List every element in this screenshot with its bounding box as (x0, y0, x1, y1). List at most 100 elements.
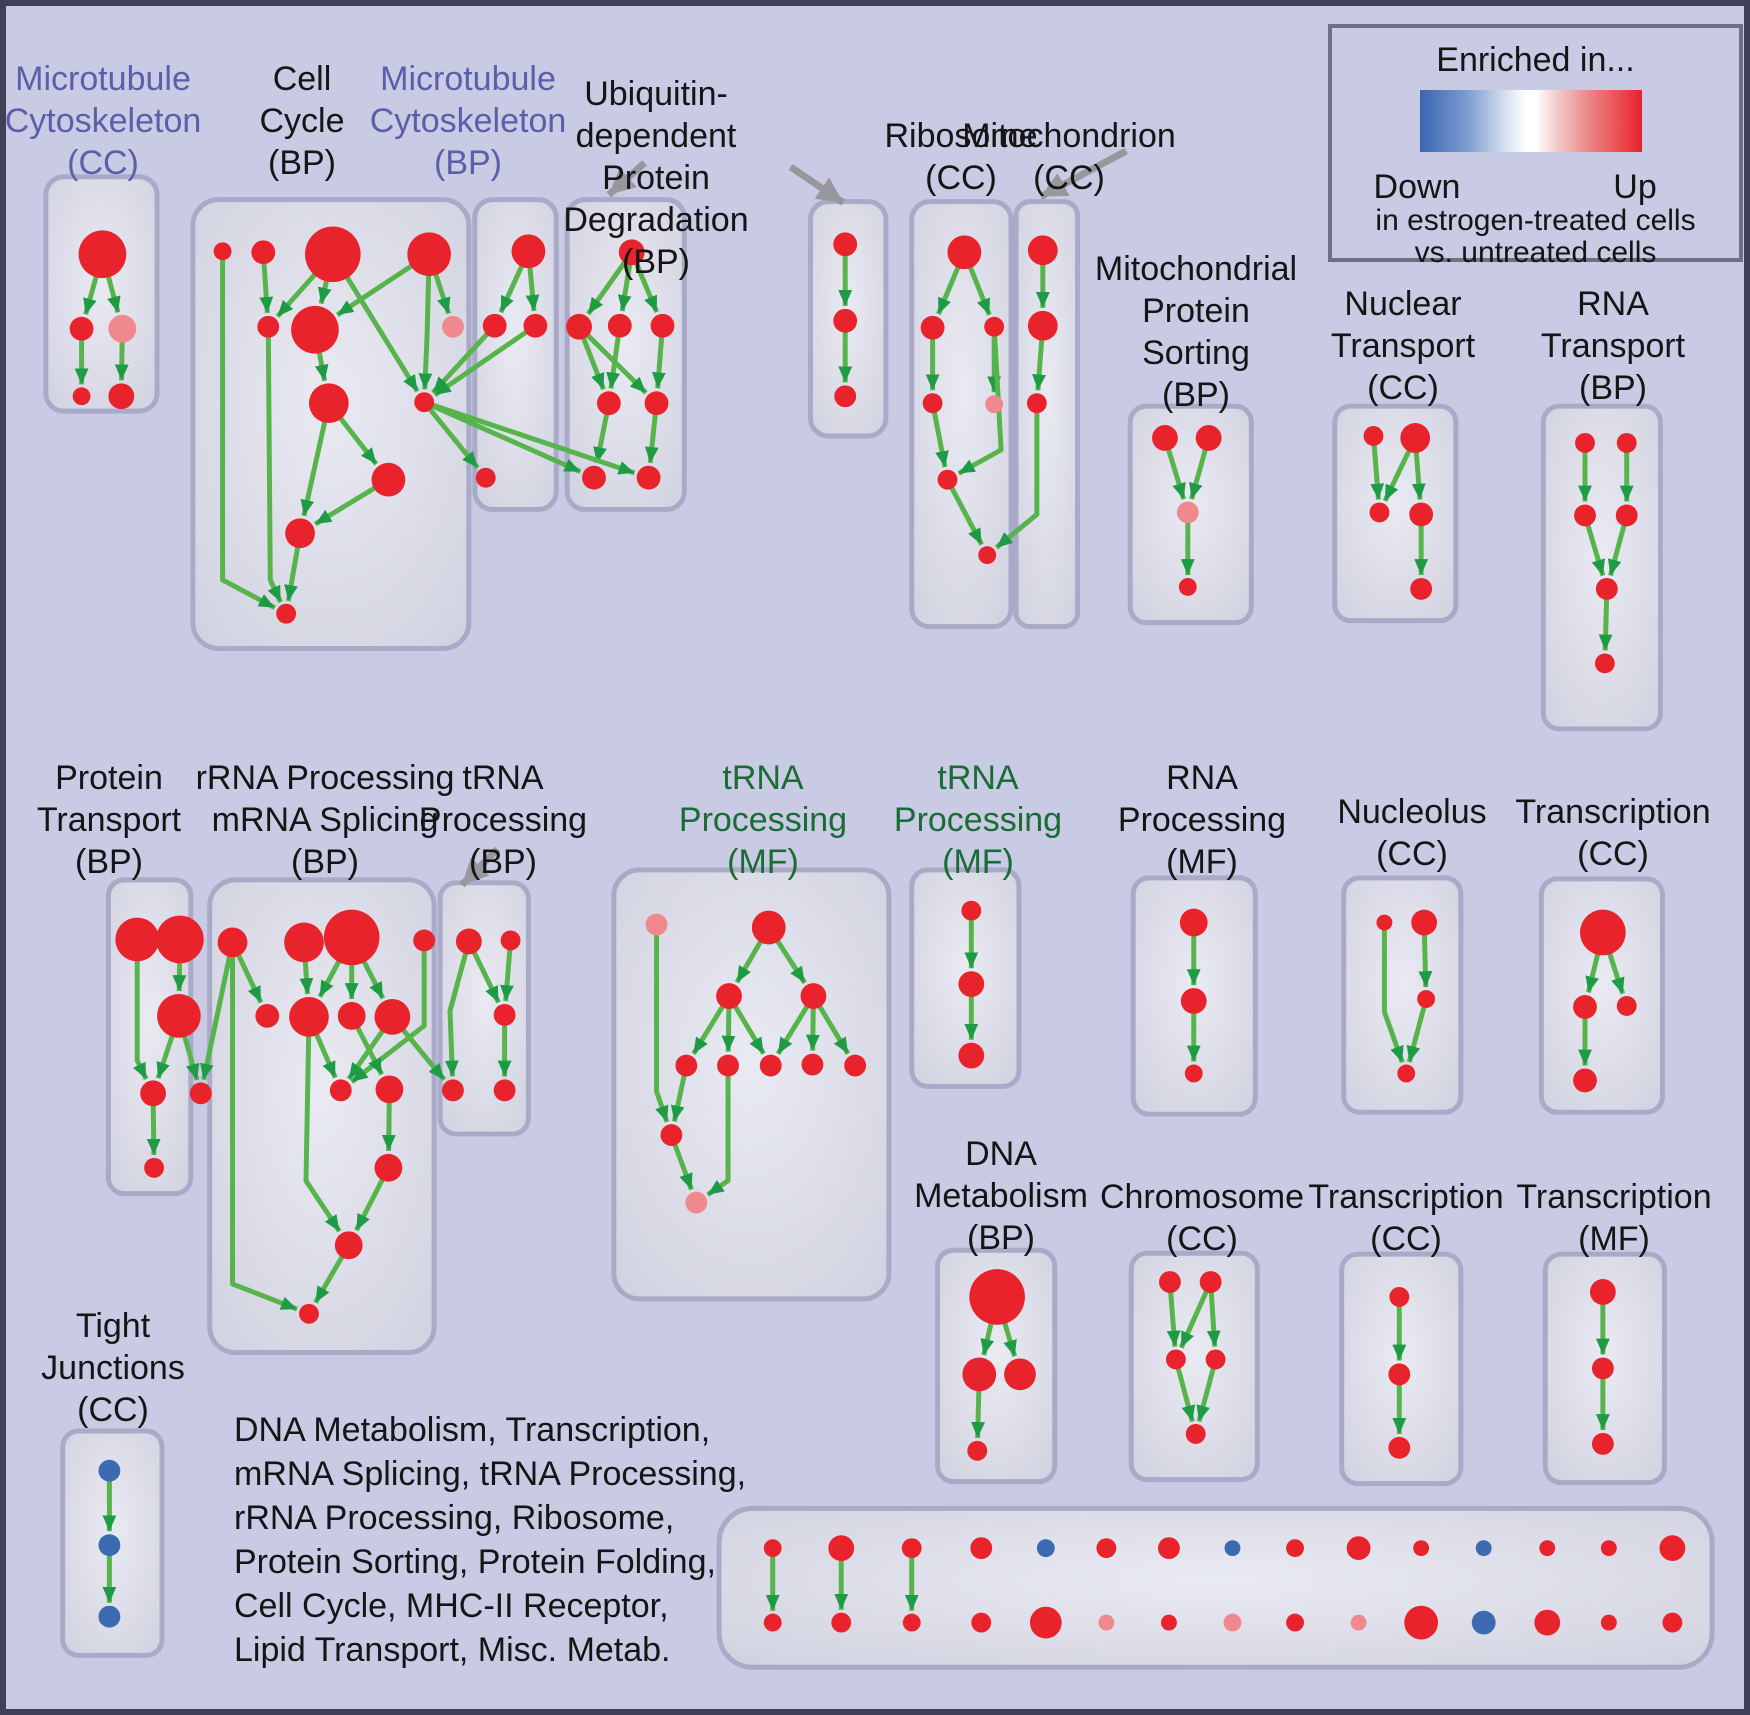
node-q4 (1397, 1064, 1416, 1083)
label-line: Transcription (1515, 793, 1711, 831)
cluster-label-rna-processing-mf: RNA Processing (MF) (1118, 757, 1286, 883)
label-line: (BP) (967, 1219, 1035, 1257)
node-o3 (958, 1042, 985, 1069)
node-f6 (937, 469, 958, 490)
cluster-label-dna-metabolism-bp: DNA Metabolism (BP) (914, 1133, 1088, 1259)
cluster-label-rrna-processing-mrna-splicing-bp: rRNA Processing mRNA Splicing (BP) (196, 757, 455, 883)
edge-l1-l13 (230, 955, 298, 1312)
node-c2 (482, 313, 507, 338)
node-f4 (922, 393, 943, 414)
node-h1 (1152, 425, 1178, 451)
label-line: (BP) (74, 843, 143, 881)
node-u2 (1388, 1363, 1411, 1386)
label-line: (MF) (942, 843, 1014, 881)
label-line: (BP) (1162, 376, 1230, 414)
node-x9t (1286, 1539, 1304, 1558)
cluster-box-chromosome-cc (1128, 1250, 1260, 1483)
node-j4 (1615, 504, 1638, 527)
node-m4 (442, 1079, 464, 1102)
node-w2 (98, 1534, 121, 1557)
edge-l6-l12 (303, 1034, 342, 1233)
node-x5t (1036, 1539, 1055, 1558)
edge-d1-d2 (586, 259, 628, 316)
cluster-label-ubiquitin-dependent-protein-degradation-bp: Ubiquitin-dependent Protein Degradation (BP… (563, 73, 748, 283)
node-x4t (970, 1537, 993, 1560)
node-s1 (969, 1269, 1025, 1325)
label-line: Transport (36, 801, 182, 839)
node-l1 (217, 927, 248, 958)
node-d2 (566, 313, 592, 340)
node-v3 (1591, 1432, 1614, 1455)
edge-l12-l13 (313, 1254, 345, 1304)
node-p2 (1180, 988, 1207, 1014)
edge-c1-c3 (525, 265, 540, 312)
node-m2 (500, 930, 521, 951)
cluster-label-tight-junctions-cc: Tight Junctions (CC) (41, 1305, 185, 1431)
label-line: (CC) (1577, 835, 1649, 873)
node-s2 (962, 1357, 997, 1392)
node-x8b (1223, 1613, 1242, 1632)
node-m1 (455, 928, 482, 955)
arrow-to-mitochondrion-box (1039, 147, 1128, 200)
node-d1 (618, 239, 645, 266)
label-line: (CC) (1376, 835, 1448, 873)
edge-q1-q4 (1381, 928, 1405, 1064)
node-x12t (1475, 1540, 1492, 1557)
node-p3 (1184, 1064, 1203, 1083)
edge-b10-b11 (314, 485, 377, 527)
edge-f4-f6 (931, 410, 949, 468)
label-line: Chromosome (1099, 1178, 1305, 1216)
edge-j5-j6 (1598, 597, 1613, 651)
label-line: dependent (575, 117, 737, 155)
edge-b4-b7 (432, 272, 451, 315)
edge-b9-d7 (430, 403, 582, 474)
edges-layer (74, 254, 1634, 1611)
legend-box: Enriched in... Down Up in estrogen-treat… (1328, 24, 1743, 269)
node-e3 (834, 385, 857, 408)
node-i1 (1363, 426, 1384, 446)
edge-r1-r3 (1606, 951, 1626, 995)
misc-line: Lipid Transport, Misc. Metab. (234, 1631, 671, 1669)
cluster-box-microtubule-cytoskeleton-cc (43, 174, 160, 414)
misc-line: mRNA Splicing, tRNA Processing, (234, 1455, 747, 1493)
label-line: Mitochondrial (1094, 250, 1298, 288)
edge-r1-r2 (1585, 952, 1601, 994)
label-line: (CC) (1367, 369, 1439, 407)
cluster-box-mitochondrion-cc (1013, 199, 1081, 630)
edge-n3-n6 (721, 1006, 736, 1052)
node-q3 (1417, 990, 1436, 1008)
node-q1 (1376, 914, 1393, 931)
node-l11 (374, 1153, 403, 1182)
node-i2 (1400, 423, 1431, 453)
edge-b8-b10 (337, 415, 379, 466)
node-x2b (831, 1612, 852, 1633)
node-n8 (801, 1053, 824, 1076)
node-n2 (751, 910, 786, 945)
edge-a3-a5 (114, 340, 129, 381)
edge-d1-d4 (633, 261, 660, 313)
network-diagram (43, 147, 1715, 1670)
edge-n3-n5 (691, 1004, 726, 1055)
label-line: Cell (272, 60, 332, 98)
label-line: Junctions (41, 1349, 185, 1387)
edge-m2-m3 (500, 948, 514, 1002)
edge-l8-l9 (346, 1028, 386, 1081)
callout-arrows-layer (459, 147, 1128, 888)
label-line: Processing (678, 801, 848, 839)
label-line: Tight (75, 1307, 151, 1345)
label-line: Processing (418, 801, 588, 839)
node-d6 (644, 391, 669, 416)
label-line: Protein (55, 759, 163, 797)
label-line: Protein (1142, 292, 1250, 330)
edge-n4-n9 (816, 1004, 851, 1055)
arrow-to-ubiquitin-box-1 (606, 160, 647, 198)
cluster-label-transcription-cc-mid: Transcription (CC) (1515, 791, 1710, 875)
node-t2 (1199, 1271, 1222, 1293)
label-line: Ribosome (884, 117, 1038, 155)
node-x11t (1413, 1540, 1430, 1557)
label-line: (CC) (77, 1391, 149, 1429)
cluster-label-microtubule-cytoskeleton-cc: Microtubule Cytoskeleton (CC) (6, 58, 201, 184)
label-line: Transport (1330, 327, 1476, 365)
edge-b2-b5 (259, 262, 274, 314)
node-o1 (961, 900, 982, 921)
